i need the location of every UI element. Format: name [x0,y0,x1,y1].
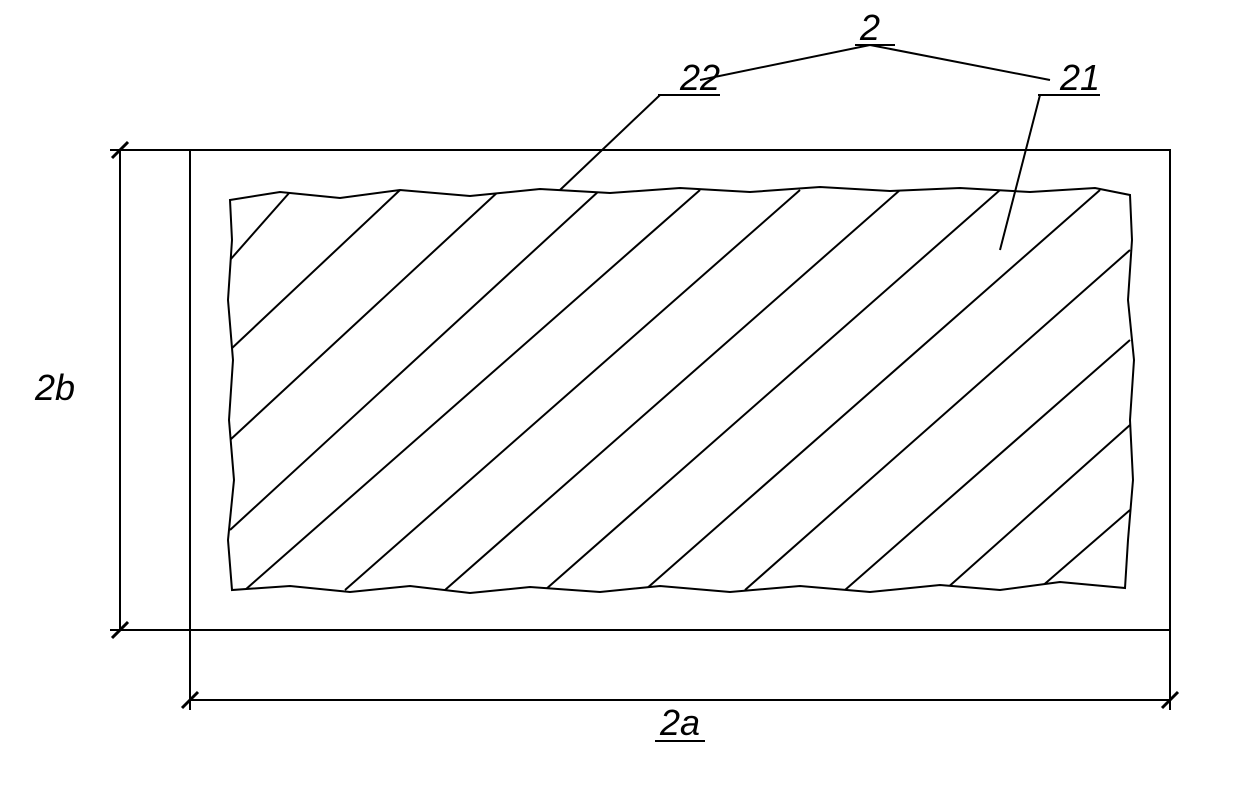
label-2b: 2b [34,367,75,408]
technical-drawing: 222212b2a [0,0,1240,812]
hatch-lines [230,190,1130,590]
label-22: 22 [679,57,720,98]
label-21: 21 [1059,57,1100,98]
label-2: 2 [859,7,880,48]
leader-22 [560,95,660,190]
group-bracket [700,45,1050,80]
inner-hatched-region [228,187,1134,593]
leader-21 [1000,95,1040,250]
label-2a: 2a [659,702,700,743]
